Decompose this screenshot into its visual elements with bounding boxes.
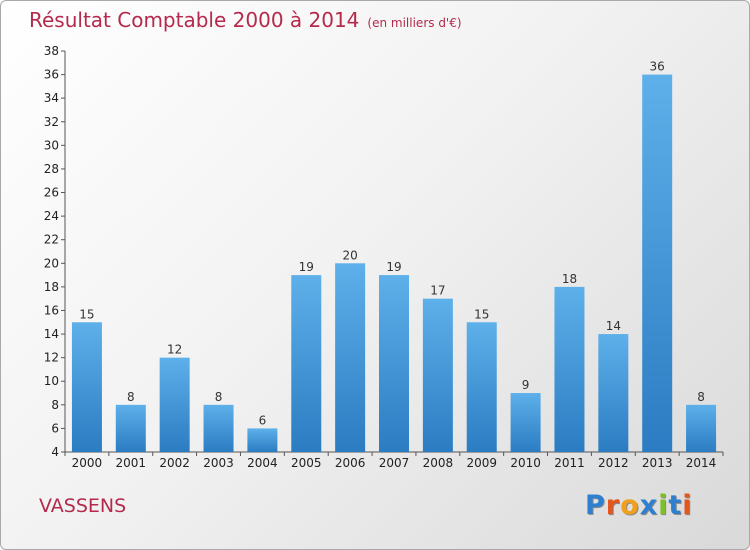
bar-2009[interactable] — [466, 322, 497, 452]
data-label-2006: 20 — [342, 248, 357, 262]
bar-2014[interactable] — [686, 404, 717, 452]
y-axis: 4 6 8 10 12 14 16 18 20 22 24 26 28 30 32 34 36 38 — [44, 44, 66, 459]
unit-note: (en milliers d'€) — [367, 16, 462, 30]
commune-name: VASSENS — [39, 495, 127, 517]
y-tick-label: 32 — [44, 115, 59, 129]
data-label-2013: 36 — [650, 60, 665, 74]
y-tick-label: 28 — [44, 162, 59, 176]
x-tick-label: 2009 — [466, 456, 497, 470]
logo-letter: i — [682, 490, 693, 521]
logo-letter: t — [668, 490, 683, 521]
y-tick-label: 26 — [44, 186, 59, 200]
bar-2001[interactable] — [115, 404, 146, 452]
x-tick-label: 2005 — [291, 456, 322, 470]
y-tick-label: 16 — [44, 303, 59, 317]
x-axis: 2000 2001 2002 2003 2004 2005 2006 2007 2008 2009… — [64, 451, 724, 470]
x-tick-label: 2000 — [72, 456, 103, 470]
x-tick-label: 2007 — [379, 456, 410, 470]
data-label-2003: 8 — [215, 390, 223, 404]
y-tick-label: 22 — [44, 233, 59, 247]
x-tick-label: 2004 — [247, 456, 278, 470]
y-tick-label: 18 — [44, 280, 59, 294]
x-tick-label: 2002 — [159, 456, 190, 470]
data-label-2005: 19 — [299, 260, 314, 274]
y-tick-label: 30 — [44, 138, 59, 152]
bar-2005[interactable] — [291, 275, 322, 452]
y-tick-label: 6 — [51, 421, 59, 435]
y-tick-label: 38 — [44, 44, 59, 58]
data-label-2014: 8 — [697, 390, 705, 404]
x-tick-label: 2014 — [686, 456, 717, 470]
logo-letter: r — [605, 490, 621, 521]
x-tick-label: 2006 — [335, 456, 366, 470]
logo-letter: i — [658, 490, 669, 521]
bar-2011[interactable] — [554, 286, 585, 452]
bar-2013[interactable] — [642, 74, 673, 453]
bar-2004[interactable] — [247, 428, 278, 452]
data-label-2004: 6 — [259, 413, 267, 427]
data-label-2001: 8 — [127, 390, 135, 404]
bar-2003[interactable] — [203, 404, 234, 452]
y-tick-label: 8 — [51, 398, 59, 412]
y-tick-label: 12 — [44, 351, 59, 365]
bar-2008[interactable] — [422, 298, 453, 452]
bar-2000[interactable] — [71, 322, 102, 452]
x-tick-label: 2003 — [203, 456, 234, 470]
x-tick-label: 2001 — [116, 456, 147, 470]
data-label-2010: 9 — [522, 378, 530, 392]
logo-letter: o — [620, 490, 640, 521]
y-tick-label: 24 — [44, 209, 59, 223]
bar-2002[interactable] — [159, 357, 190, 452]
chart-title-text: Résultat Comptable 2000 à 2014 — [29, 8, 360, 32]
y-tick-label: 10 — [44, 374, 59, 388]
bar-2010[interactable] — [510, 393, 541, 452]
x-tick-label: 2011 — [554, 456, 585, 470]
y-tick-label: 20 — [44, 256, 59, 270]
logo-letter: x — [639, 490, 659, 521]
data-labels: 15 8 12 8 6 19 20 19 17 15 9 18 14 36 8 — [79, 60, 705, 428]
data-label-2007: 19 — [386, 260, 401, 274]
bars — [71, 74, 717, 453]
data-label-2012: 14 — [606, 319, 621, 333]
x-tick-label: 2008 — [423, 456, 454, 470]
data-label-2000: 15 — [79, 307, 94, 321]
data-label-2002: 12 — [167, 343, 182, 357]
y-tick-label: 4 — [51, 445, 59, 459]
x-tick-label: 2010 — [510, 456, 541, 470]
data-label-2008: 17 — [430, 284, 445, 298]
data-label-2009: 15 — [474, 307, 489, 321]
y-tick-label: 34 — [44, 91, 59, 105]
bar-2012[interactable] — [598, 334, 629, 452]
y-tick-label: 36 — [44, 68, 59, 82]
y-tick-label: 14 — [44, 327, 59, 341]
proxiti-logo[interactable]: Proxiti — [585, 490, 693, 521]
bar-2007[interactable] — [379, 275, 409, 452]
chart-title: Résultat Comptable 2000 à 2014 (en millie… — [29, 8, 462, 32]
data-label-2011: 18 — [562, 272, 577, 286]
x-tick-label: 2012 — [598, 456, 629, 470]
bar-2006[interactable] — [335, 263, 366, 452]
logo-letter: P — [585, 490, 606, 521]
x-tick-label: 2013 — [642, 456, 673, 470]
